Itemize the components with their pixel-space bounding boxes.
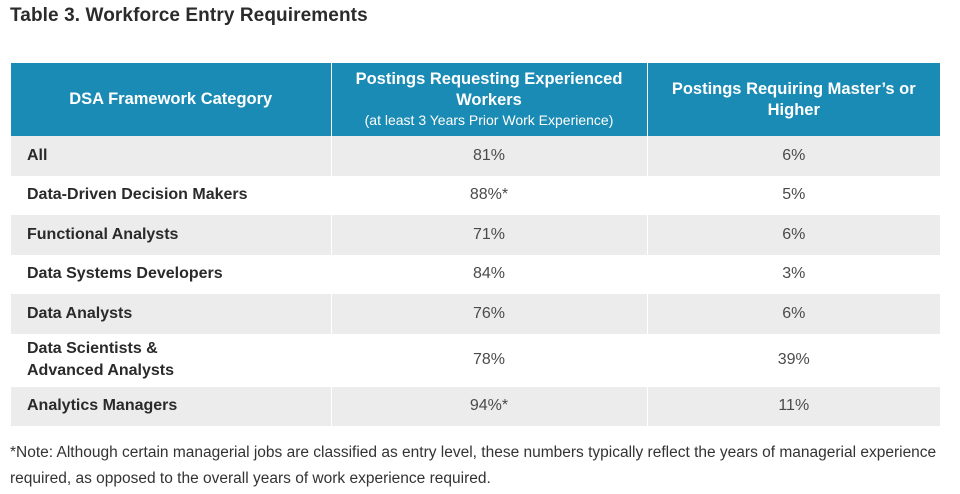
row-experienced: 71% — [330, 215, 647, 255]
row-experienced: 88%* — [330, 175, 647, 215]
table-row: Data Scientists & Advanced Analysts 78% … — [11, 333, 940, 387]
header-category-label: DSA Framework Category — [69, 90, 273, 108]
row-category: Data Systems Developers — [11, 254, 331, 294]
table-row: Data Systems Developers 84% 3% — [11, 254, 940, 294]
header-experienced: Postings Requesting Experienced Workers … — [330, 63, 647, 136]
table-row: Functional Analysts 71% 6% — [11, 215, 940, 255]
table-header: DSA Framework Category Postings Requesti… — [11, 63, 940, 136]
row-category: Data Scientists & Advanced Analysts — [11, 333, 331, 387]
table-footnote: *Note: Although certain managerial jobs … — [10, 444, 937, 487]
row-category: Functional Analysts — [11, 215, 331, 255]
row-masters: 6% — [646, 136, 940, 176]
table-row: Data-Driven Decision Makers 88%* 5% — [11, 175, 940, 215]
row-experienced: 84% — [330, 254, 647, 294]
header-experienced-sub: (at least 3 Years Prior Work Experience) — [364, 112, 614, 128]
row-category: Data Analysts — [11, 294, 331, 334]
header-masters-label: Postings Requiring Master’s or Higher — [671, 79, 916, 119]
row-experienced: 78% — [330, 333, 647, 387]
workforce-requirements-table: DSA Framework Category Postings Requesti… — [11, 63, 940, 426]
row-category: Analytics Managers — [11, 386, 331, 426]
header-category: DSA Framework Category — [11, 63, 331, 136]
row-experienced: 81% — [330, 136, 647, 176]
row-experienced: 94%* — [330, 386, 647, 426]
row-masters: 11% — [646, 386, 940, 426]
row-masters: 5% — [646, 175, 940, 215]
table-row: Analytics Managers 94%* 11% — [11, 386, 940, 426]
header-experienced-label: Postings Requesting Experienced Workers — [355, 70, 623, 109]
table-title: Table 3. Workforce Entry Requirements — [10, 5, 368, 26]
row-masters: 6% — [646, 294, 940, 334]
row-masters: 39% — [646, 333, 940, 387]
row-category: Data-Driven Decision Makers — [11, 175, 331, 215]
row-experienced: 76% — [330, 294, 647, 334]
table-row: Data Analysts 76% 6% — [11, 294, 940, 334]
row-category: All — [11, 136, 331, 176]
row-masters: 3% — [646, 254, 940, 294]
header-masters: Postings Requiring Master’s or Higher — [646, 63, 940, 136]
row-masters: 6% — [646, 215, 940, 255]
table-row: All 81% 6% — [11, 136, 940, 176]
